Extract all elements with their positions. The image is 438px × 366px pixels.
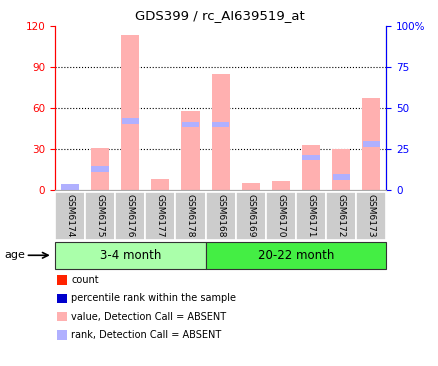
Bar <box>332 175 349 180</box>
Text: value, Detection Call = ABSENT: value, Detection Call = ABSENT <box>71 311 226 322</box>
Bar <box>295 192 325 240</box>
Bar <box>331 149 350 190</box>
Bar <box>85 192 115 240</box>
Bar <box>361 98 379 190</box>
Bar <box>115 192 145 240</box>
Text: GSM6172: GSM6172 <box>336 194 345 238</box>
Bar <box>302 154 319 160</box>
Text: GSM6173: GSM6173 <box>366 194 375 238</box>
Bar <box>265 192 295 240</box>
Bar <box>205 192 235 240</box>
Text: 20-22 month: 20-22 month <box>257 249 333 262</box>
Bar <box>271 181 289 190</box>
Bar <box>61 187 79 190</box>
Text: percentile rank within the sample: percentile rank within the sample <box>71 293 236 303</box>
Bar <box>91 148 109 190</box>
Bar <box>181 111 199 190</box>
Bar <box>175 192 205 240</box>
Text: GDS399 / rc_AI639519_at: GDS399 / rc_AI639519_at <box>134 9 304 22</box>
Bar <box>145 192 175 240</box>
Text: GSM6169: GSM6169 <box>246 194 254 238</box>
Text: GSM6177: GSM6177 <box>155 194 164 238</box>
Bar <box>91 166 109 172</box>
Bar <box>181 122 198 127</box>
Bar <box>121 35 139 190</box>
Text: GSM6170: GSM6170 <box>276 194 285 238</box>
Text: GSM6171: GSM6171 <box>306 194 315 238</box>
Text: age: age <box>4 250 25 260</box>
Bar <box>211 74 229 190</box>
Bar <box>241 183 259 190</box>
Text: GSM6168: GSM6168 <box>215 194 225 238</box>
Bar <box>355 192 385 240</box>
Bar <box>151 179 169 190</box>
Bar <box>362 141 379 147</box>
Text: GSM6175: GSM6175 <box>95 194 104 238</box>
Bar <box>205 242 385 269</box>
Bar <box>235 192 265 240</box>
Text: GSM6176: GSM6176 <box>125 194 134 238</box>
Bar <box>121 119 138 124</box>
Text: count: count <box>71 275 99 285</box>
Text: GSM6178: GSM6178 <box>186 194 194 238</box>
Bar <box>212 122 229 127</box>
Text: 3-4 month: 3-4 month <box>99 249 160 262</box>
Bar <box>55 242 205 269</box>
Bar <box>55 192 85 240</box>
Text: rank, Detection Call = ABSENT: rank, Detection Call = ABSENT <box>71 330 221 340</box>
Bar <box>61 184 78 190</box>
Text: GSM6174: GSM6174 <box>65 194 74 238</box>
Bar <box>301 145 319 190</box>
Bar <box>325 192 355 240</box>
